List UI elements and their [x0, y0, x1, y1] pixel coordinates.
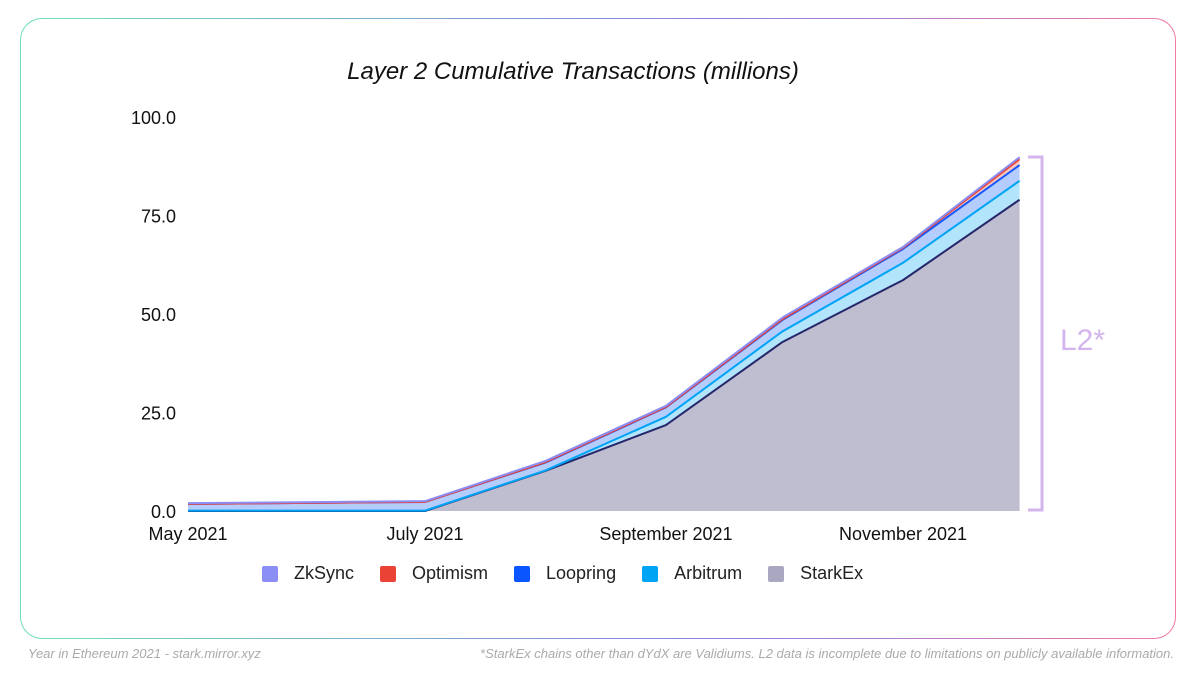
legend-swatch: [768, 565, 785, 582]
x-tick-label: September 2021: [599, 524, 732, 544]
line-arbitrum: [188, 180, 1021, 512]
line-zksync: [187, 156, 1021, 505]
legend-item-optimism: Optimism: [380, 563, 488, 584]
footer-source: Year in Ethereum 2021 - stark.mirror.xyz: [28, 646, 261, 661]
legend-label: Loopring: [546, 563, 617, 583]
y-tick-label: 25.0: [141, 404, 176, 424]
y-tick-label: 0.0: [151, 502, 176, 522]
y-tick-label: 75.0: [141, 207, 176, 227]
legend-label: Arbitrum: [674, 563, 743, 583]
footer-note: *StarkEx chains other than dYdX are Vali…: [480, 646, 1174, 661]
l2-annotation: L2*: [1060, 324, 1106, 357]
x-tick-label: May 2021: [148, 524, 227, 544]
l2-bracket: [1028, 155, 1044, 512]
legend-swatch: [262, 565, 278, 582]
legend-swatch: [514, 565, 531, 582]
legend: ZkSync Optimism Loopring Arbitrum StarkEx: [262, 563, 889, 584]
legend-label: ZkSync: [294, 563, 355, 583]
area-starkex: [188, 199, 1020, 512]
x-tick-label: July 2021: [387, 524, 464, 544]
legend-item-loopring: Loopring: [514, 563, 616, 584]
legend-label: Optimism: [412, 563, 489, 583]
legend-item-arbitrum: Arbitrum: [642, 563, 742, 584]
legend-item-starkex: StarkEx: [768, 563, 863, 584]
x-tick-label: November 2021: [839, 524, 967, 544]
legend-swatch: [642, 565, 659, 582]
area-loopring: [188, 165, 1020, 511]
legend-item-zksync: ZkSync: [262, 563, 354, 584]
chart-title: Layer 2 Cumulative Transactions (million…: [347, 58, 799, 85]
y-tick-label: 50.0: [141, 305, 176, 325]
y-tick-label: 100.0: [131, 108, 176, 128]
legend-swatch: [380, 565, 397, 582]
legend-label: StarkEx: [800, 563, 864, 583]
